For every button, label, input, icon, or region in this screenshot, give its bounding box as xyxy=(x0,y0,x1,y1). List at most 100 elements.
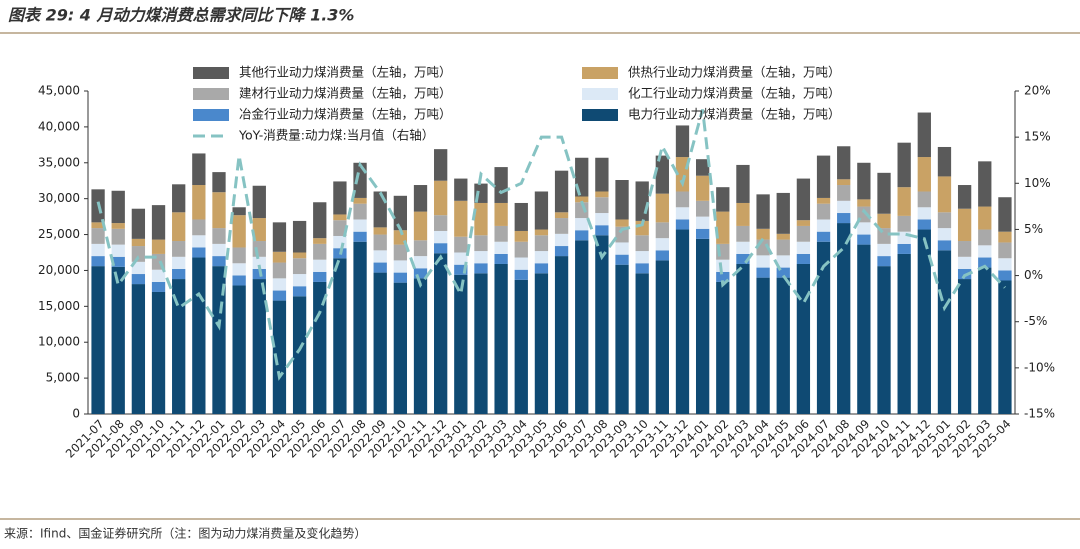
bar-segment xyxy=(353,203,367,220)
bar-segment xyxy=(131,246,146,262)
bar-segment xyxy=(333,258,347,414)
y2-tick-label: 10% xyxy=(1024,176,1051,190)
bar-segment xyxy=(857,244,871,414)
bar-segment xyxy=(313,238,327,244)
bar-segment xyxy=(675,229,690,414)
bar-segment xyxy=(716,187,730,212)
bar-segment xyxy=(272,278,287,291)
bar-segment xyxy=(917,112,931,158)
bar-segment xyxy=(192,247,206,258)
bar-segment xyxy=(957,241,972,257)
bar-segment xyxy=(978,229,992,246)
bar-segment xyxy=(837,179,851,186)
bar-segment xyxy=(575,240,589,414)
bar-segment xyxy=(675,191,690,208)
bar-segment xyxy=(534,263,549,274)
bar-segment xyxy=(373,234,387,251)
bar-segment xyxy=(716,211,730,244)
bar-segment xyxy=(756,277,770,414)
bar-segment xyxy=(595,225,609,236)
bar-segment xyxy=(998,231,1012,243)
bar-segment xyxy=(111,266,125,414)
bar-segment xyxy=(252,218,266,242)
bar-segment xyxy=(917,229,931,414)
legend-swatch xyxy=(193,67,229,79)
y-tick-label: 25,000 xyxy=(38,227,80,241)
bar-segment xyxy=(897,243,911,254)
bar-segment xyxy=(675,219,690,230)
bar-segment xyxy=(172,269,186,280)
bar-segment xyxy=(272,300,287,414)
bar-segment xyxy=(454,264,468,275)
bar-segment xyxy=(615,226,629,243)
bar-segment xyxy=(857,162,871,200)
y-tick-label: 30,000 xyxy=(38,191,80,205)
bar-segment xyxy=(91,222,105,229)
bar-segment xyxy=(877,256,891,267)
bar-segment xyxy=(776,239,790,256)
legend-swatch xyxy=(582,88,618,100)
bar-segment xyxy=(494,263,508,414)
source: 来源：Ifind、国金证券研究所（注：图为动力煤消费量及变化趋势） xyxy=(4,526,366,541)
y2-tick-label: -5% xyxy=(1024,314,1047,328)
bar-segment xyxy=(575,230,589,241)
bar-segment xyxy=(91,243,105,257)
bar-segment xyxy=(534,251,549,264)
bar-segment xyxy=(897,187,911,216)
legend-label: 建材行业动力煤消费量（左轴，万吨） xyxy=(239,86,452,101)
bar-segment xyxy=(655,260,669,414)
bar-segment xyxy=(252,185,266,219)
bar-segment xyxy=(393,195,408,231)
bar-segment xyxy=(413,256,428,269)
bar-segment xyxy=(333,235,347,249)
bar-segment xyxy=(111,190,125,224)
bar-segment xyxy=(655,250,669,261)
bar-segment xyxy=(272,290,287,301)
bar-segment xyxy=(434,230,448,244)
bar-segment xyxy=(736,263,750,414)
bar-segment xyxy=(837,146,851,180)
bar-segment xyxy=(816,155,831,198)
bar-segment xyxy=(816,197,831,204)
bar-segment xyxy=(675,125,690,158)
bar-segment xyxy=(957,256,972,270)
bar-segment xyxy=(494,202,508,226)
bar-segment xyxy=(655,222,669,239)
bar-segment xyxy=(272,222,287,252)
bar-segment xyxy=(434,243,448,254)
bar-segment xyxy=(695,228,710,239)
bar-segment xyxy=(615,254,629,265)
bar-segment xyxy=(917,157,931,192)
bar-segment xyxy=(816,203,831,220)
y2-tick-label: -15% xyxy=(1024,407,1055,421)
bar-segment xyxy=(292,296,307,414)
bar-segment xyxy=(111,244,125,257)
bar-segment xyxy=(353,231,367,242)
bar-segment xyxy=(554,170,569,213)
bar-segment xyxy=(917,191,931,208)
legend-swatch xyxy=(582,109,618,121)
y-tick-label: 15,000 xyxy=(38,299,80,313)
bar-segment xyxy=(635,235,649,252)
bar-segment xyxy=(373,191,387,228)
bar-segment xyxy=(595,235,609,414)
legend-label: 化工行业动力煤消费量（左轴，万吨） xyxy=(628,86,841,101)
bar-segment xyxy=(434,149,448,181)
bar-segment xyxy=(454,252,468,265)
bar-segment xyxy=(554,256,569,414)
bar-segment xyxy=(373,250,387,263)
bar-segment xyxy=(736,241,750,254)
bar-segment xyxy=(434,253,448,414)
bar-segment xyxy=(776,277,790,414)
bar-segment xyxy=(353,219,367,232)
bar-segment xyxy=(373,262,387,273)
bar-segment xyxy=(514,230,528,242)
bar-segment xyxy=(514,241,528,258)
legend-label: 电力行业动力煤消费量（左轴，万吨） xyxy=(628,107,841,122)
bar-segment xyxy=(695,238,710,414)
bar-segment xyxy=(151,291,166,414)
bar-segment xyxy=(937,212,952,229)
y-tick-label: 20,000 xyxy=(38,263,80,277)
y-tick-label: 0 xyxy=(72,407,80,421)
